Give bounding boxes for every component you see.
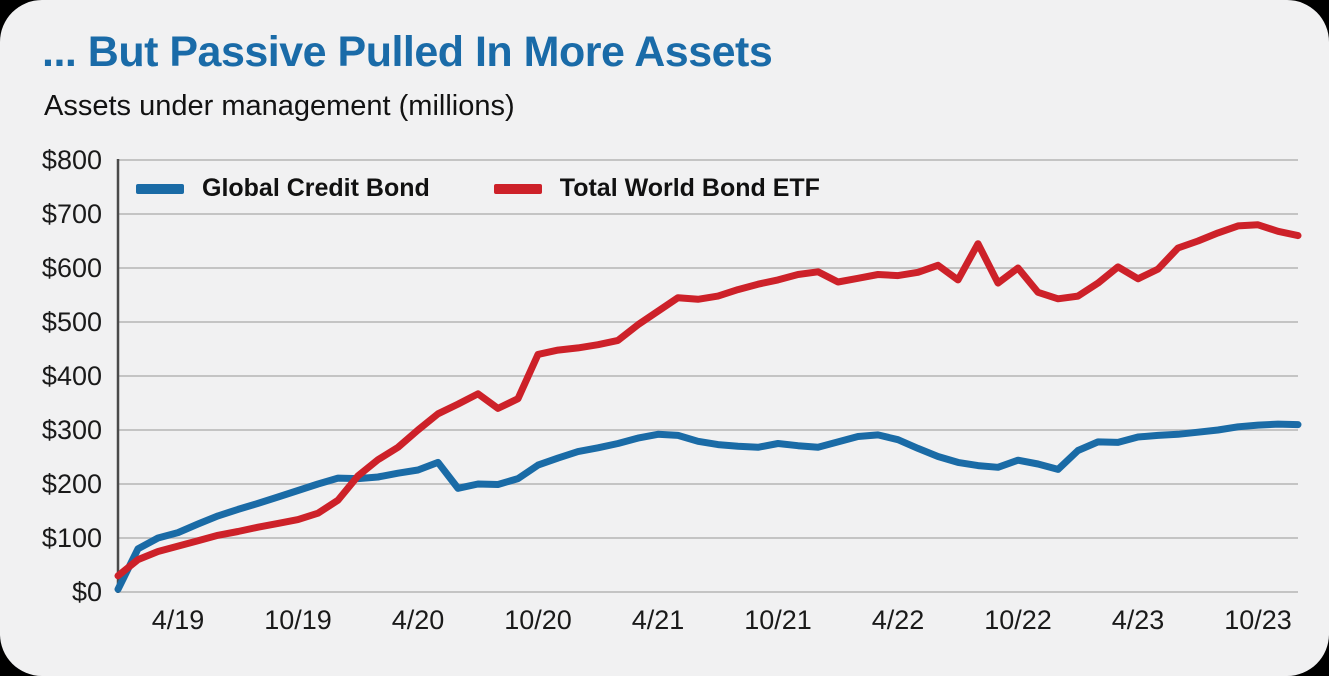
x-axis-label: 10/19	[264, 605, 332, 635]
series-line-total-world-bond-etf	[114, 221, 1302, 580]
x-axis-label: 4/19	[152, 605, 205, 635]
page-title: ... But Passive Pulled In More Assets	[42, 28, 773, 76]
y-axis-label: $700	[42, 199, 102, 229]
y-axis-label: $0	[72, 577, 102, 607]
y-axis-label: $800	[42, 145, 102, 175]
page-subtitle: Assets under management (millions)	[44, 90, 515, 122]
x-axis-label: 4/23	[1112, 605, 1165, 635]
series-line-global-credit-bond	[114, 420, 1302, 593]
legend-label: Total World Bond ETF	[559, 174, 820, 202]
y-axis-label: $100	[42, 523, 102, 553]
x-axis-label: 4/22	[872, 605, 925, 635]
legend-item-total-world-bond-etf: Total World Bond ETF	[493, 174, 820, 203]
x-axis-label: 10/23	[1224, 605, 1292, 635]
legend-item-global-credit-bond: Global Credit Bond	[136, 174, 430, 203]
x-axis-label: 10/22	[984, 605, 1052, 635]
y-axis-label: $600	[42, 253, 102, 283]
blue-line-swatch-icon	[136, 183, 184, 194]
y-axis-label: $400	[42, 361, 102, 391]
x-axis-label: 10/20	[504, 605, 572, 635]
x-axis-label: 10/21	[744, 605, 812, 635]
chart-legend: Global Credit Bond Total World Bond ETF	[136, 174, 820, 203]
y-axis-label: $500	[42, 307, 102, 337]
y-axis-label: $300	[42, 415, 102, 445]
x-axis-label: 4/21	[632, 605, 685, 635]
legend-label: Global Credit Bond	[202, 174, 430, 202]
y-axis-label: $200	[42, 469, 102, 499]
x-axis-label: 4/20	[392, 605, 445, 635]
red-line-swatch-icon	[493, 183, 542, 194]
